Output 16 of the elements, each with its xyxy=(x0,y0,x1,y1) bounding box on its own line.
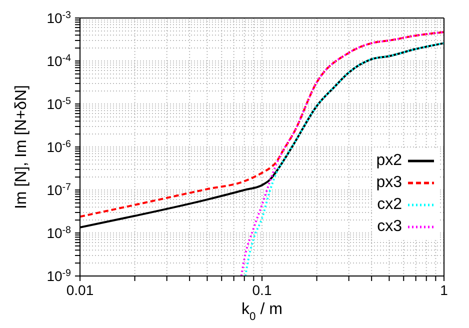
y-tick-label: 10$^{-3}$ xyxy=(46,10,72,26)
y-tick-label: 10$^{-7}$ xyxy=(46,182,71,198)
legend-label: cx2 xyxy=(377,196,402,214)
y-tick-label: 10$^{-6}$ xyxy=(46,138,72,155)
y-tick-label: 10$^{-9}$ xyxy=(46,268,71,284)
legend-label: cx3 xyxy=(377,218,402,236)
x-axis-title: k$_{0}$ / m xyxy=(242,301,282,323)
x-tick-label: 0.1 xyxy=(252,282,272,298)
y-tick-label: 10$^{-4}$ xyxy=(46,52,72,69)
y-axis-title: Im [N], Im [N+δN] xyxy=(13,84,30,210)
legend-label: px2 xyxy=(376,152,402,170)
y-tick-label: 10$^{-8}$ xyxy=(46,224,72,241)
legend-label: px3 xyxy=(376,174,402,192)
x-tick-label: 1 xyxy=(440,282,448,298)
y-tick-label: 10$^{-5}$ xyxy=(46,96,72,112)
x-tick-label: 0.01 xyxy=(66,282,94,298)
